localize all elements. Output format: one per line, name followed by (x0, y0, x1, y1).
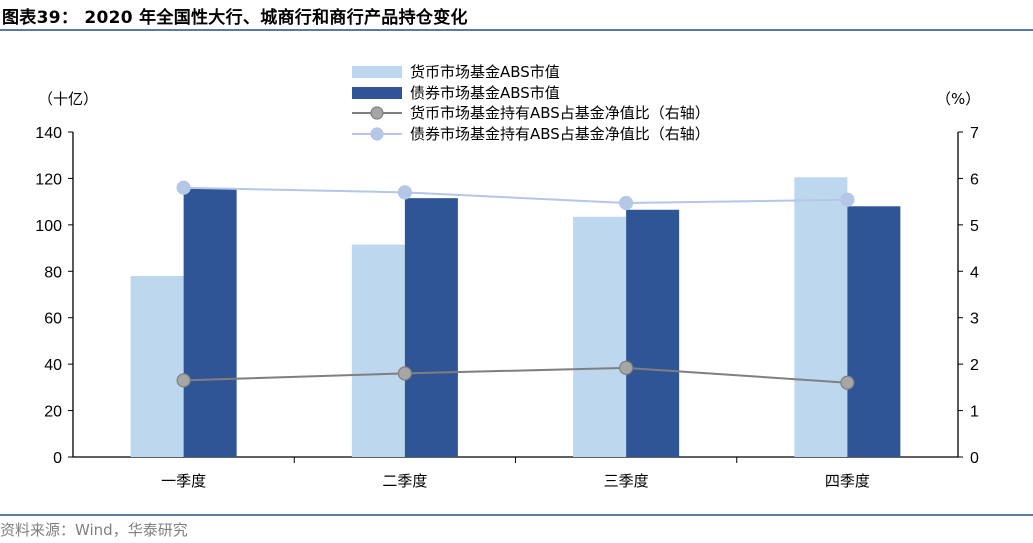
right-tick-label: 5 (970, 218, 979, 235)
bond-fund-ratio-line (183, 186, 848, 205)
money-fund-bar (573, 216, 627, 457)
money-fund-ratio-marker (176, 373, 191, 388)
right-axis-unit: （%） (936, 90, 980, 108)
left-axis-unit: （十亿） (38, 90, 98, 108)
bond-fund-bar (404, 198, 458, 458)
legend-label: 债券市场基金ABS市值 (410, 84, 560, 102)
right-tick-label: 7 (970, 125, 979, 142)
right-tick-label: 1 (970, 404, 979, 421)
left-tick-label: 60 (44, 311, 62, 328)
category-label: 三季度 (604, 472, 649, 490)
right-tick-label: 4 (970, 264, 979, 281)
chart-title: 图表39： 2020 年全国性大行、城商行和商行产品持仓变化 (2, 8, 468, 28)
category-label: 一季度 (161, 472, 206, 490)
right-tick-label: 0 (970, 450, 979, 467)
left-tick-label: 100 (35, 218, 62, 235)
money-fund-bar (130, 275, 184, 457)
left-tick-label: 120 (35, 171, 62, 188)
right-tick-label: 2 (970, 357, 979, 374)
legend-label: 债券市场基金持有ABS占基金净值比（右轴） (410, 125, 710, 143)
left-tick-label: 140 (35, 125, 62, 142)
left-tick-label: 40 (44, 357, 62, 374)
bond-fund-ratio-marker (397, 185, 412, 200)
left-tick-label: 80 (44, 264, 62, 281)
money-fund-ratio-marker (397, 366, 412, 381)
bond-fund-ratio-marker (176, 180, 191, 195)
money-fund-bar (794, 177, 848, 457)
left-tick-label: 20 (44, 404, 62, 421)
money-fund-ratio-line (183, 366, 848, 384)
bond-fund-bar (847, 206, 901, 457)
legend-swatch (352, 66, 402, 78)
right-tick-label: 3 (970, 311, 979, 328)
bond-fund-ratio-marker (840, 192, 855, 207)
legend-swatch (352, 87, 402, 99)
bond-fund-bar (626, 209, 680, 457)
legend-label: 货币市场基金ABS市值 (410, 63, 560, 81)
legend-label: 货币市场基金持有ABS占基金净值比（右轴） (410, 104, 710, 122)
category-label: 二季度 (382, 472, 427, 490)
legend-marker (370, 106, 384, 120)
bottom-divider (0, 514, 1033, 516)
top-divider (0, 29, 1033, 31)
money-fund-ratio-marker (619, 360, 634, 375)
money-fund-bar (351, 244, 405, 457)
bond-fund-ratio-marker (619, 195, 634, 211)
category-label: 四季度 (825, 472, 870, 490)
left-tick-label: 0 (53, 450, 62, 467)
right-tick-label: 6 (970, 171, 979, 188)
money-fund-ratio-marker (840, 375, 855, 390)
legend-marker (370, 127, 384, 141)
source-note: 资料来源：Wind，华泰研究 (0, 521, 188, 539)
bond-fund-bar (183, 188, 237, 457)
